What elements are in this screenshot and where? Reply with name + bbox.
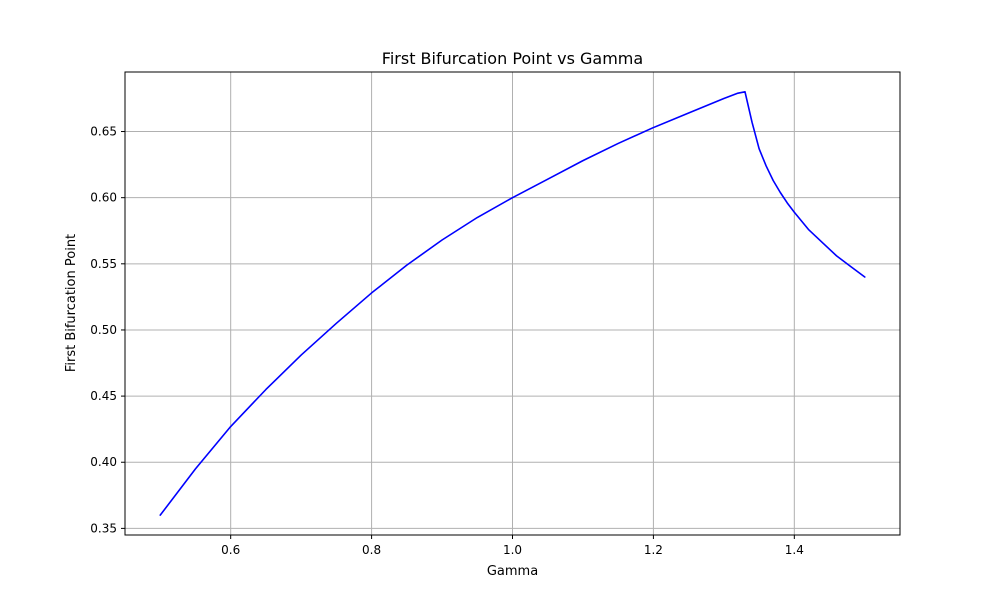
- y-tick-label: 0.50: [90, 323, 117, 337]
- series-layer: [159, 91, 866, 516]
- x-tick-label: 1.0: [503, 543, 522, 557]
- series-line: [159, 91, 866, 516]
- y-tick-label: 0.35: [90, 521, 117, 535]
- y-tick-label: 0.60: [90, 191, 117, 205]
- y-tick-label: 0.40: [90, 455, 117, 469]
- ticks: 0.6 0.8 1.0 1.2 1.4 0.35 0.40 0.45 0.50 0.55 0.60 0…: [90, 125, 804, 557]
- x-tick-label: 1.2: [644, 543, 663, 557]
- x-tick-label: 0.8: [362, 543, 381, 557]
- y-axis-label: First Bifurcation Point: [64, 234, 79, 372]
- y-tick-label: 0.55: [90, 257, 117, 271]
- x-tick-label: 1.4: [785, 543, 804, 557]
- y-tick-label: 0.45: [90, 389, 117, 403]
- grid: [125, 72, 900, 535]
- chart-title: First Bifurcation Point vs Gamma: [382, 49, 643, 68]
- x-axis-label: Gamma: [487, 564, 538, 579]
- x-tick-label: 0.6: [221, 543, 240, 557]
- y-tick-label: 0.65: [90, 125, 117, 139]
